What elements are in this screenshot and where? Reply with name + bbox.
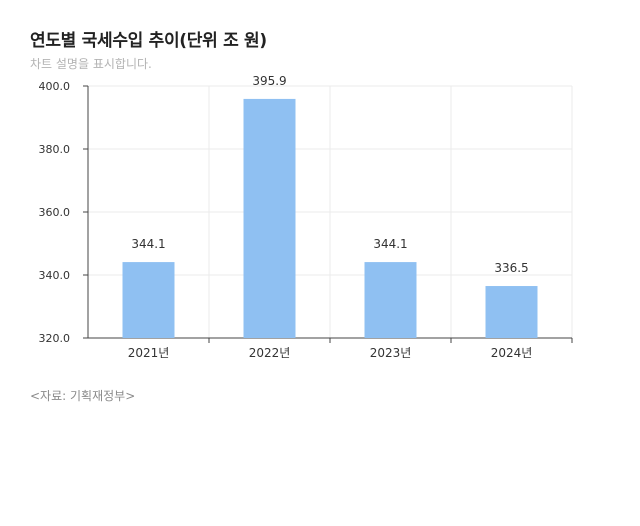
x-tick-label: 2022년 [249, 346, 291, 360]
y-tick-label: 400.0 [39, 80, 71, 93]
y-tick-label: 320.0 [39, 332, 71, 345]
chart-subtitle: 차트 설명을 표시합니다. [30, 57, 152, 71]
bar [122, 262, 175, 338]
x-tick-label: 2023년 [370, 346, 412, 360]
data-label: 336.5 [494, 261, 528, 275]
bar [485, 286, 538, 338]
bar [243, 98, 296, 338]
bar-chart: 320.0 340.0 360.0 380.0 400.0 344.1 2021년 395.9… [39, 74, 573, 360]
y-tick-label: 380.0 [39, 143, 71, 156]
data-label: 344.1 [373, 237, 407, 251]
bar [364, 262, 417, 338]
chart-title: 연도별 국세수입 추이(단위 조 원) [30, 31, 267, 51]
x-tick-label: 2021년 [128, 346, 170, 360]
data-label: 344.1 [131, 237, 165, 251]
data-label: 395.9 [252, 74, 286, 88]
source-note: <자료: 기획재정부> [30, 389, 136, 403]
y-tick-label: 340.0 [39, 269, 71, 282]
x-tick-label: 2024년 [491, 346, 533, 360]
y-tick-label: 360.0 [39, 206, 71, 219]
